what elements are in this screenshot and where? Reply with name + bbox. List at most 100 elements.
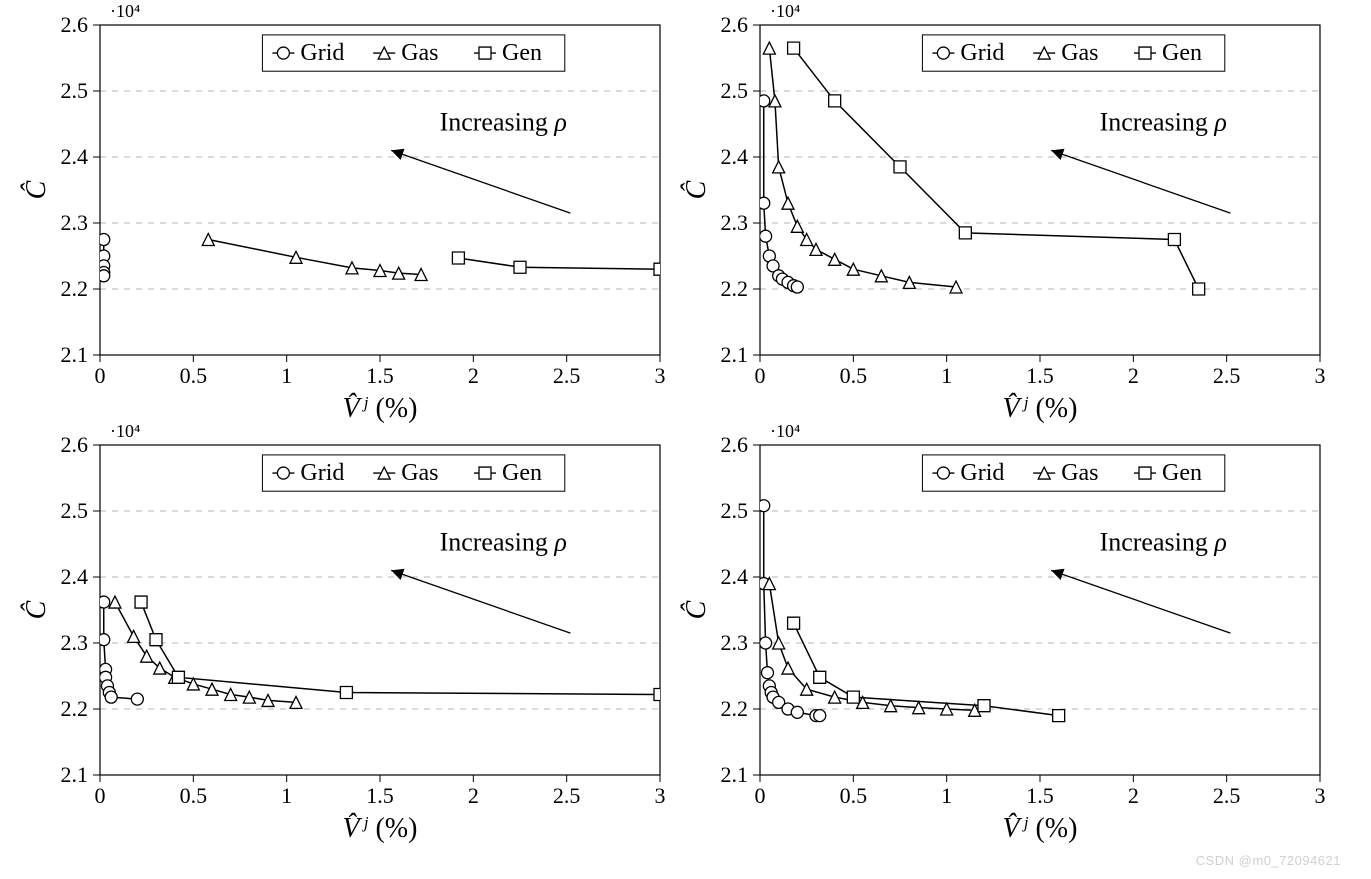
legend-label: Gas xyxy=(401,40,438,66)
legend-label: Gen xyxy=(1162,40,1202,66)
legend-marker-square xyxy=(479,467,491,479)
ytick-label: 2.1 xyxy=(721,762,749,787)
xtick-label: 1 xyxy=(941,783,952,808)
marker-triangle xyxy=(847,263,859,275)
marker-square xyxy=(135,596,147,608)
marker-triangle xyxy=(782,197,794,209)
figure-container: 0 0.5 1 1.5 2 2.5 3 2.1 2.2 2.3 2.4 2.5 2.6 ·10⁴ V̂ j … xyxy=(0,0,1371,874)
legend: GridGasGen xyxy=(262,35,564,71)
marker-triangle xyxy=(128,630,140,642)
legend: Grid Gas Gen xyxy=(922,455,1224,491)
xtick-label: 0 xyxy=(755,363,766,388)
ytick-label: 2.1 xyxy=(721,342,749,367)
xtick-label: 0 xyxy=(755,783,766,808)
panel-bottom-right: 00.511.522.532.12.22.32.42.52.6·10⁴V̂ j … xyxy=(681,421,1326,844)
marker-square xyxy=(829,95,841,107)
xtick-label: 2 xyxy=(1128,363,1139,388)
ytick-label: 2.6 xyxy=(721,12,749,37)
series-line xyxy=(794,48,1199,289)
ytick-label: 2.3 xyxy=(61,210,89,235)
xtick-label: 3 xyxy=(1315,783,1326,808)
legend-marker-square xyxy=(1139,467,1151,479)
x-axis-label: V̂ j (%) xyxy=(343,393,418,425)
ytick-label: 2.5 xyxy=(721,498,749,523)
marker-triangle xyxy=(791,220,803,232)
ytick-label: 2.6 xyxy=(61,432,89,457)
xtick-label: 1.5 xyxy=(1026,363,1054,388)
series-line xyxy=(769,48,956,287)
series-line xyxy=(115,602,296,702)
xtick-label: 2 xyxy=(468,363,479,388)
marker-circle xyxy=(760,230,772,242)
y-exponent: ·10⁴ xyxy=(770,1,800,21)
annotation-arrow-head xyxy=(1051,149,1064,160)
legend-label: Gen xyxy=(502,40,542,66)
ytick-label: 2.3 xyxy=(61,630,89,655)
y-exponent: ·10⁴ xyxy=(770,421,800,441)
xtick-label: 0.5 xyxy=(840,783,868,808)
legend-marker-square xyxy=(1139,47,1151,59)
marker-triangle xyxy=(206,683,218,695)
axes-box xyxy=(100,445,660,775)
ytick-label: 2.5 xyxy=(61,78,89,103)
marker-triangle xyxy=(829,691,841,703)
marker-triangle xyxy=(290,251,302,263)
annotation-arrow-line xyxy=(1051,150,1230,213)
legend-label: Gas xyxy=(401,460,438,486)
xtick-label: 1.5 xyxy=(366,783,394,808)
marker-square xyxy=(452,252,464,264)
legend: GridGasGen xyxy=(262,455,564,491)
ytick-label: 2.4 xyxy=(721,564,749,589)
legend-label: Gen xyxy=(1162,460,1202,486)
y-axis-label: Ĉ xyxy=(681,600,712,619)
xtick-label: 0.5 xyxy=(180,363,208,388)
y-axis-label: Ĉ xyxy=(21,600,52,619)
marker-square xyxy=(788,617,800,629)
annotation-arrow-head xyxy=(391,149,404,160)
annotation-arrow-line xyxy=(391,150,570,213)
marker-square xyxy=(654,263,666,275)
panel-top-left: 00.511.522.532.12.22.32.42.52.6·10⁴V̂ j … xyxy=(21,1,666,424)
axes-box xyxy=(760,445,1320,775)
marker-triangle xyxy=(141,650,153,662)
marker-triangle xyxy=(109,596,121,608)
annotation-text: Increasing ρ xyxy=(1100,108,1227,137)
axes-box xyxy=(100,25,660,355)
ytick-label: 2.6 xyxy=(721,432,749,457)
legend-marker-circle xyxy=(937,467,949,479)
series-gas xyxy=(763,578,980,717)
marker-circle xyxy=(760,637,772,649)
legend-label: Grid xyxy=(300,460,344,486)
marker-circle xyxy=(791,706,803,718)
xtick-label: 2.5 xyxy=(1213,363,1241,388)
marker-square xyxy=(654,688,666,700)
marker-triangle xyxy=(782,662,794,674)
ytick-label: 2.4 xyxy=(61,564,89,589)
panel-top-right: 00.511.522.532.12.22.32.42.52.6·10⁴V̂ j … xyxy=(681,1,1326,424)
marker-circle xyxy=(131,693,143,705)
legend-marker-square xyxy=(479,47,491,59)
x-axis-label: V̂ j (%) xyxy=(1003,813,1078,845)
marker-triangle xyxy=(875,270,887,282)
legend-marker-circle xyxy=(277,47,289,59)
legend-label: Gas xyxy=(1061,460,1098,486)
xtick-label: 0.5 xyxy=(840,363,868,388)
watermark-text: CSDN @m0_72094621 xyxy=(1196,853,1341,868)
marker-square xyxy=(788,42,800,54)
marker-square xyxy=(847,691,859,703)
ytick-label: 2.2 xyxy=(61,276,89,301)
ytick-label: 2.3 xyxy=(721,630,749,655)
xtick-label: 2.5 xyxy=(553,363,581,388)
y-axis-label: Ĉ xyxy=(21,180,52,199)
annotation-arrow-line xyxy=(1051,570,1230,633)
marker-circle xyxy=(105,691,117,703)
annotation-text: Increasing ρ xyxy=(440,528,567,557)
legend-label: Gas xyxy=(1061,40,1098,66)
ytick-label: 2.2 xyxy=(721,696,749,721)
x-axis-label: V̂ j (%) xyxy=(343,813,418,845)
ytick-label: 2.1 xyxy=(61,762,89,787)
marker-square xyxy=(340,687,352,699)
legend-label: Grid xyxy=(960,460,1004,486)
marker-triangle xyxy=(769,95,781,107)
marker-triangle xyxy=(763,42,775,54)
